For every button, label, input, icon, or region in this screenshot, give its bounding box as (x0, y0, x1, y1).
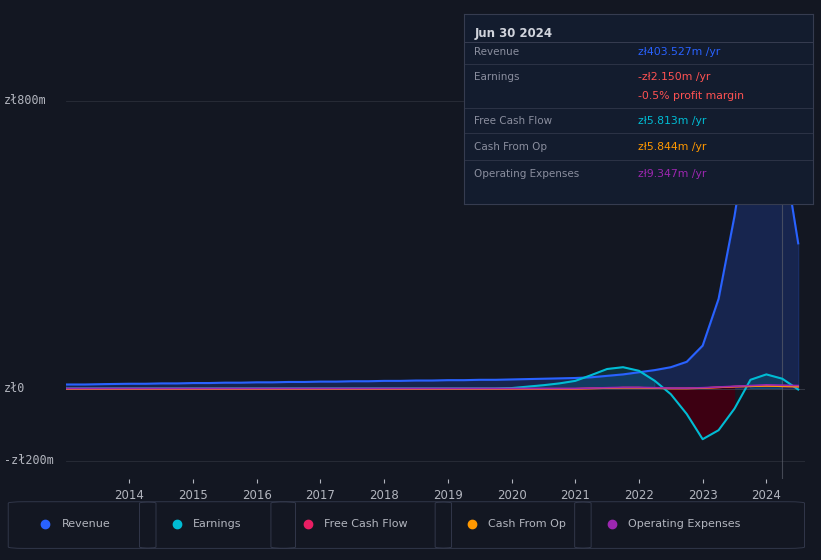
Text: zł403.527m /yr: zł403.527m /yr (639, 47, 721, 57)
Text: zł5.844m /yr: zł5.844m /yr (639, 142, 707, 152)
Text: Operating Expenses: Operating Expenses (628, 519, 741, 529)
Text: zł800m: zł800m (4, 94, 47, 108)
Text: zł5.813m /yr: zł5.813m /yr (639, 115, 707, 125)
Text: Operating Expenses: Operating Expenses (475, 169, 580, 179)
Text: -zł200m: -zł200m (4, 454, 54, 467)
Text: Earnings: Earnings (193, 519, 241, 529)
Text: -zł2.150m /yr: -zł2.150m /yr (639, 72, 711, 82)
Text: Revenue: Revenue (475, 47, 520, 57)
Text: Cash From Op: Cash From Op (488, 519, 566, 529)
Text: Earnings: Earnings (475, 72, 520, 82)
Text: zł9.347m /yr: zł9.347m /yr (639, 169, 707, 179)
Text: Revenue: Revenue (62, 519, 110, 529)
Text: zł0: zł0 (4, 382, 25, 395)
Text: Free Cash Flow: Free Cash Flow (475, 115, 553, 125)
Text: Jun 30 2024: Jun 30 2024 (475, 27, 553, 40)
Text: -0.5% profit margin: -0.5% profit margin (639, 91, 745, 101)
Text: Cash From Op: Cash From Op (475, 142, 548, 152)
Text: Free Cash Flow: Free Cash Flow (324, 519, 408, 529)
